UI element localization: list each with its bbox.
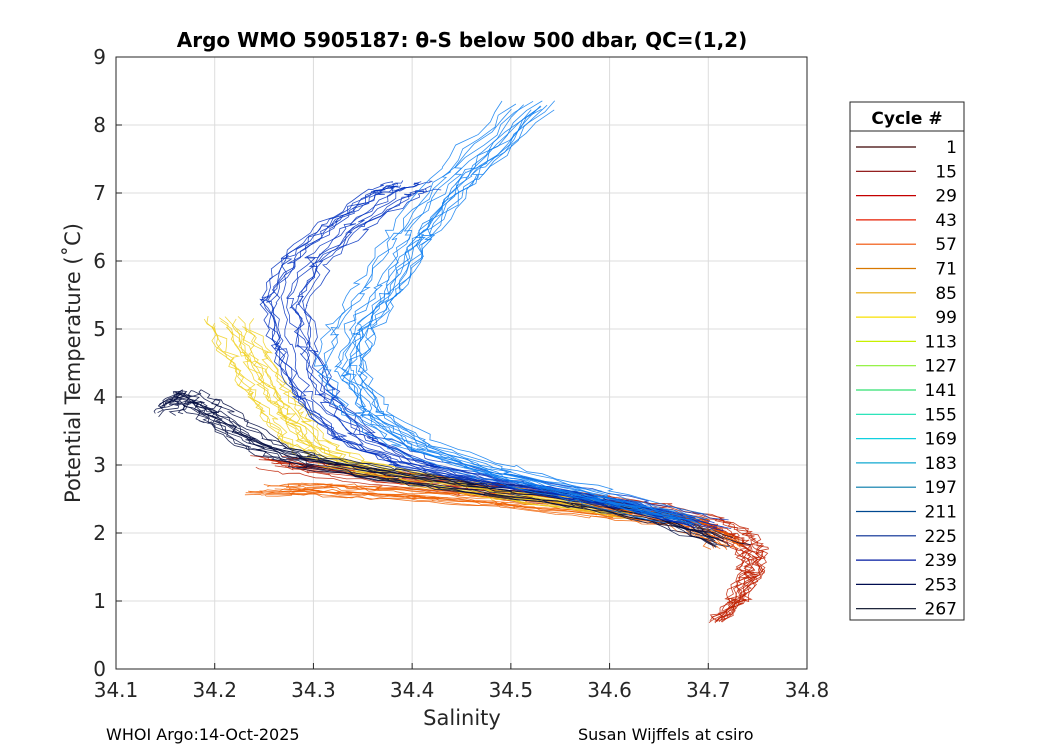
legend-label: 183 [925,454,957,474]
legend-label: 57 [935,235,957,255]
footer-credit: Susan Wijffels at csiro [578,725,754,744]
legend-label: 169 [925,430,957,450]
legend-label: 113 [925,332,957,352]
y-tick-labels: 0 1 2 3 4 5 6 7 8 9 [93,45,106,681]
legend-label: 43 [935,211,957,231]
profile-trace [341,109,695,525]
legend: Cycle # 1 15 29 43 57 71 85 99 113 127 141 155 169 18… [849,101,965,621]
profile-trace [358,100,708,515]
legend-label: 225 [925,527,957,547]
profile-trace [357,105,700,521]
trace-bundle [313,100,708,526]
x-tick-labels: 34.1 34.2 34.3 34.4 34.5 34.6 34.7 34.8 [94,678,830,702]
x-tick-label: 34.6 [587,678,632,702]
legend-title: Cycle # [871,109,942,129]
profile-trace [236,328,637,520]
profile-trace [242,326,654,518]
legend-items: 1 15 29 43 57 71 85 99 113 127 141 155 169 183 197 211 2… [856,138,957,620]
profile-trace [334,100,681,516]
chart-title: Argo WMO 5905187: θ-S below 500 dbar, QC… [177,28,747,52]
legend-label: 267 [925,600,957,620]
profile-trace [266,186,692,527]
legend-label: 141 [925,381,957,401]
profile-trace [220,320,630,514]
x-tick-label: 34.1 [94,678,139,702]
y-tick-label: 6 [93,249,106,273]
x-tick-label: 34.8 [785,678,830,702]
profile-trace [333,104,681,520]
plot-area [116,57,807,669]
legend-label: 197 [925,478,957,498]
y-axis-label: Potential Temperature (˚C) [61,223,85,503]
y-tick-label: 0 [93,657,106,681]
y-tick-label: 2 [93,521,106,545]
x-axis-label: Salinity [423,706,501,730]
y-tick-label: 9 [93,45,106,69]
x-tick-label: 34.3 [291,678,336,702]
profile-trace [318,108,667,524]
legend-label: 127 [925,357,957,377]
footer-source: WHOI Argo:14-Oct-2025 [106,725,300,744]
legend-label: 253 [925,575,957,595]
profile-trace [157,398,718,544]
profile-trace [348,100,693,518]
y-tick-label: 3 [93,453,106,477]
x-tick-label: 34.2 [192,678,237,702]
legend-label: 239 [925,551,957,571]
y-tick-label: 7 [93,181,106,205]
profile-trace [359,104,708,520]
legend-label: 15 [935,162,957,182]
plot-frame [115,56,808,670]
legend-label: 155 [925,405,957,425]
legend-label: 71 [935,260,957,280]
legend-label: 211 [925,503,957,523]
profile-trace [280,180,699,522]
y-tick-label: 4 [93,385,106,409]
profile-trace [259,185,693,527]
legend-label: 1 [946,138,957,158]
profile-trace [340,110,693,525]
profile-trace [244,492,712,550]
x-tick-label: 34.7 [686,678,731,702]
legend-label: 29 [935,187,957,207]
legend-label: 99 [935,308,957,328]
data-traces [153,100,770,624]
legend-label: 85 [935,284,957,304]
x-tick-label: 34.4 [390,678,435,702]
y-tick-label: 8 [93,113,106,137]
y-tick-label: 5 [93,317,106,341]
profile-trace [213,325,617,518]
legend-box [849,101,965,621]
y-tick-label: 1 [93,589,106,613]
profile-trace [153,400,717,548]
x-tick-label: 34.5 [489,678,534,702]
